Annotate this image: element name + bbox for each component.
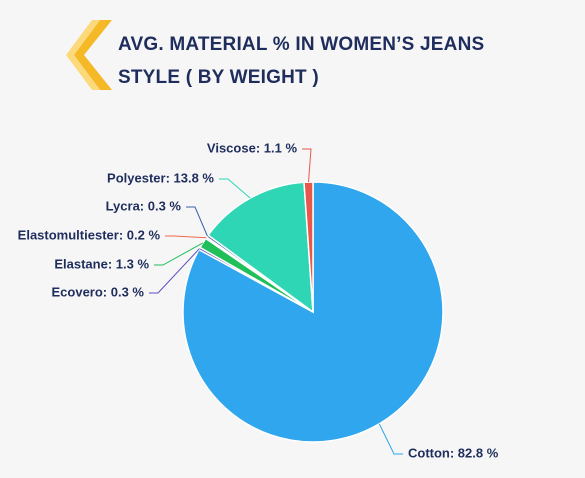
- title-chevron-light: [66, 20, 100, 90]
- leader-line: [219, 178, 251, 199]
- slice-label: Lycra: 0.3 %: [106, 198, 182, 213]
- slice-label: Polyester: 13.8 %: [107, 170, 214, 185]
- slice-label: Elastane: 1.3 %: [54, 256, 149, 271]
- leader-line: [149, 248, 200, 294]
- leader-line: [186, 206, 208, 237]
- title-chevron: [74, 20, 112, 90]
- slice-label: Cotton: 82.8 %: [408, 445, 499, 460]
- slice-label: Ecovero: 0.3 %: [52, 284, 145, 299]
- leader-line: [378, 423, 403, 455]
- pie-slice: [182, 181, 444, 443]
- slice-label: Viscose: 1.1 %: [207, 140, 298, 155]
- leader-line: [302, 148, 312, 183]
- pie-slice: [303, 181, 314, 313]
- leader-line: [154, 242, 204, 266]
- pie-slice: [207, 181, 314, 314]
- leader-line: [165, 235, 207, 239]
- chart-title: AVG. MATERIAL % IN WOMEN’S JEANS STYLE (…: [118, 34, 485, 88]
- slice-label: Elastomultiester: 0.2 %: [18, 227, 161, 242]
